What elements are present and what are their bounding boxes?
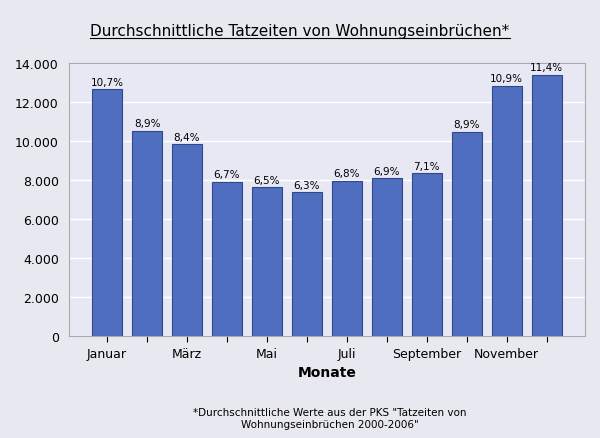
Text: 11,4%: 11,4% (530, 64, 563, 73)
Bar (92, 90, 122, 336)
Bar (532, 76, 562, 336)
Bar (212, 183, 242, 336)
Text: 6,9%: 6,9% (373, 166, 400, 176)
Text: 6,5%: 6,5% (254, 176, 280, 185)
Text: 6,3%: 6,3% (293, 180, 320, 190)
Bar (491, 87, 521, 336)
Text: Durchschnittliche Tatzeiten von Wohnungseinbrüchen*: Durchschnittliche Tatzeiten von Wohnungs… (91, 24, 509, 39)
Bar (372, 179, 402, 336)
Text: 8,9%: 8,9% (454, 120, 480, 130)
Bar (252, 188, 282, 336)
Bar (412, 174, 442, 336)
Text: 10,7%: 10,7% (91, 78, 124, 88)
Bar (172, 145, 202, 336)
X-axis label: Monate: Monate (298, 365, 356, 379)
Bar (292, 193, 322, 336)
Bar (452, 132, 482, 336)
Text: 6,7%: 6,7% (214, 170, 240, 180)
Bar (132, 131, 162, 336)
Text: 10,9%: 10,9% (490, 74, 523, 84)
Text: 8,9%: 8,9% (134, 119, 160, 129)
Text: 6,8%: 6,8% (334, 169, 360, 179)
Text: 7,1%: 7,1% (413, 161, 440, 171)
Text: 8,4%: 8,4% (174, 133, 200, 143)
Text: *Durchschnittliche Werte aus der PKS "Tatzeiten von
Wohnungseinbrüchen 2000-2006: *Durchschnittliche Werte aus der PKS "Ta… (193, 407, 467, 429)
Bar (332, 181, 362, 336)
